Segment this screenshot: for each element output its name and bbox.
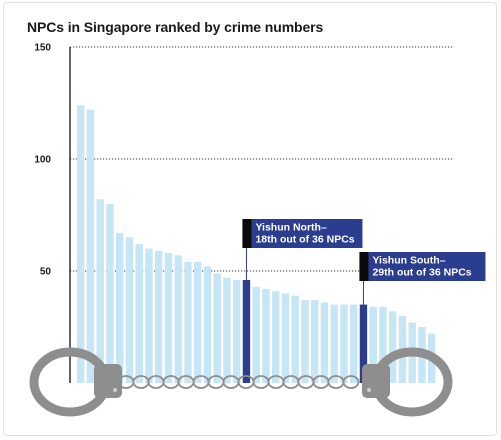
bar (330, 304, 338, 383)
bar (96, 199, 104, 383)
gridlines (69, 46, 454, 383)
bar (389, 311, 397, 383)
bar (252, 286, 260, 383)
bar (135, 244, 143, 383)
bar (369, 306, 377, 383)
bar (116, 232, 124, 383)
bar (174, 255, 182, 383)
callouts: Yishun North–18th out of 36 NPCs Yishun S… (242, 219, 486, 305)
callout-marker (359, 252, 369, 281)
bar (350, 304, 358, 383)
bar (301, 300, 309, 383)
callout-label: Yishun North– (255, 222, 327, 234)
bar (145, 248, 153, 383)
bar (203, 266, 212, 383)
y-tick-label: 150 (34, 43, 51, 54)
handcuff-illustration (29, 347, 453, 417)
bar (223, 277, 231, 383)
bar (86, 109, 95, 383)
callout-label: 18th out of 36 NPCs (255, 234, 354, 246)
bar (125, 237, 134, 383)
callout-marker (242, 219, 252, 248)
bar (291, 295, 299, 383)
handcuff-keyhole-right (367, 388, 371, 392)
bars (77, 105, 436, 384)
bar (213, 273, 221, 383)
handcuff-keyhole-left (113, 388, 117, 392)
bar (281, 293, 290, 383)
y-tick-labels: 50 100 150 (34, 43, 51, 278)
y-tick-label: 100 (34, 155, 51, 166)
bar (77, 105, 85, 384)
bar-highlight (359, 304, 368, 383)
y-tick-label: 50 (40, 267, 52, 278)
callout-box (242, 219, 363, 248)
bar (262, 288, 270, 383)
bar (311, 300, 319, 383)
bar-highlight (242, 279, 251, 383)
bar (106, 203, 114, 383)
bar (194, 262, 202, 383)
bar (164, 253, 173, 383)
handcuff-lock-right (362, 364, 390, 398)
bar (379, 306, 387, 383)
bar (272, 291, 280, 383)
chart-title: NPCs in Singapore ranked by crime number… (27, 19, 324, 35)
chain-link (342, 375, 360, 389)
callout-box (359, 252, 486, 281)
bar (184, 262, 192, 383)
callout-label: 29th out of 36 NPCs (372, 267, 471, 279)
bar (233, 279, 241, 383)
bar (155, 250, 163, 383)
callout-label: Yishun South– (372, 255, 445, 267)
bar (320, 302, 329, 383)
bar (340, 304, 348, 383)
